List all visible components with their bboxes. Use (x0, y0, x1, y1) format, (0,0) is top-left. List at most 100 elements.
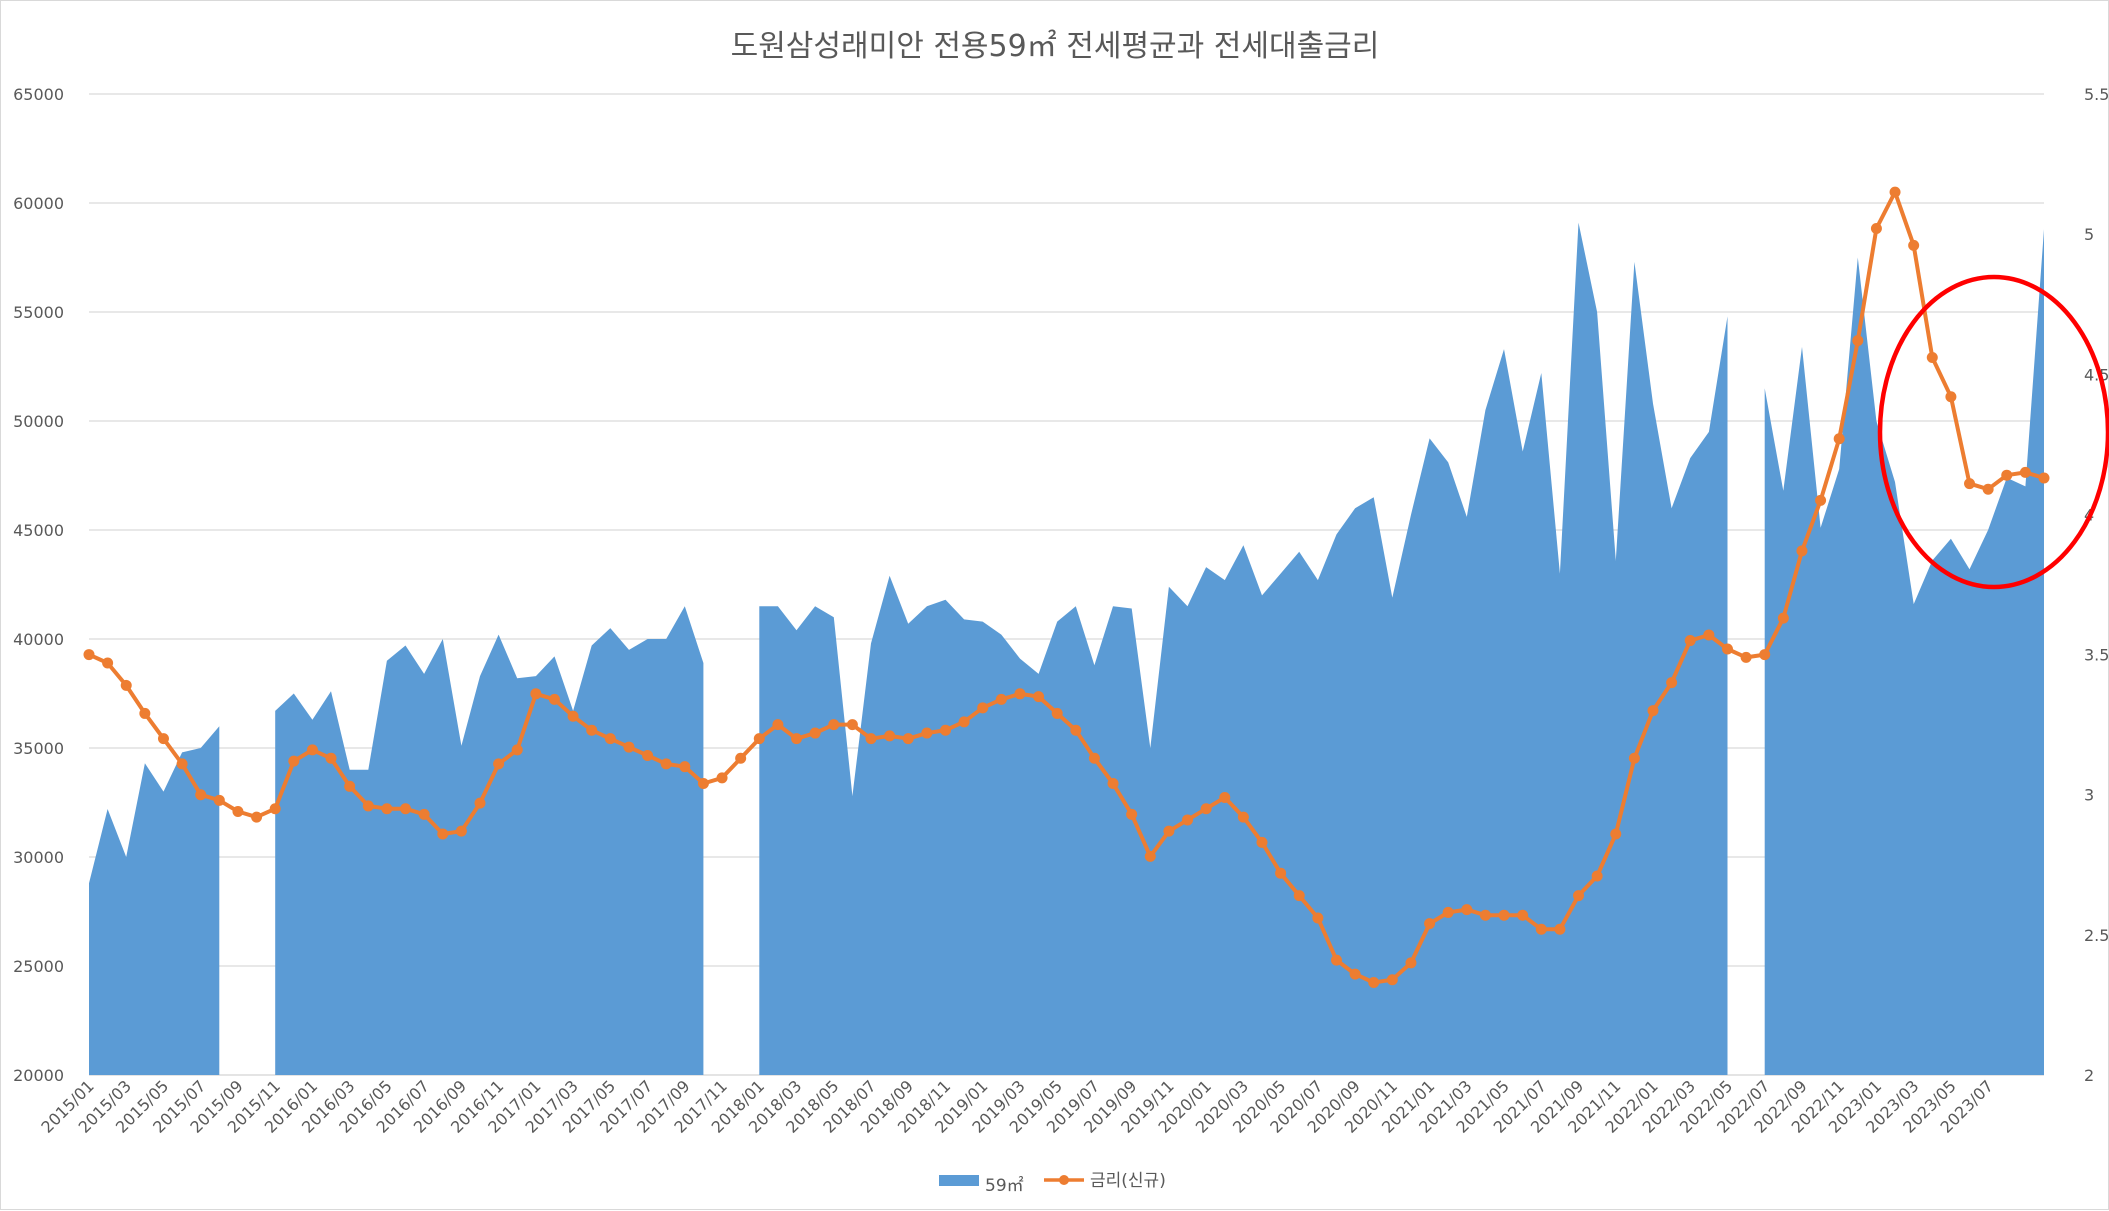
rate-point (1796, 545, 1808, 557)
rate-point (1014, 688, 1026, 700)
rate-point (1088, 752, 1100, 764)
rate-point (1033, 691, 1045, 703)
rate-point (1051, 707, 1063, 719)
rate-point (772, 719, 784, 731)
rate-point (1312, 912, 1324, 924)
rate-line (88, 190, 2045, 985)
rate-point (1554, 923, 1566, 935)
left-tick-label: 60000 (13, 194, 64, 213)
rate-point (753, 733, 765, 745)
rate-point (939, 724, 951, 736)
left-axis-ticks: 20000 25000 30000 35000 40000 45000 50000 55000… (13, 85, 64, 1085)
left-tick-label: 45000 (13, 521, 64, 540)
rate-point (809, 727, 821, 739)
rate-point (679, 761, 691, 773)
rate-point (139, 707, 151, 719)
left-tick-label: 30000 (13, 848, 64, 867)
rate-point (176, 758, 188, 770)
right-tick-label: 2 (2084, 1066, 2094, 1085)
rate-point (1852, 335, 1864, 347)
rate-point (1479, 909, 1491, 921)
rate-point (642, 749, 654, 761)
rate-point (195, 789, 207, 801)
legend-label-area: 59㎡ (985, 1176, 1024, 1196)
rate-point (995, 693, 1007, 705)
rate-point (306, 744, 318, 756)
left-tick-label: 25000 (13, 957, 64, 976)
rate-point (660, 758, 672, 770)
rate-point (1330, 954, 1342, 966)
rate-point (232, 806, 244, 818)
rate-point (884, 730, 896, 742)
rate-point (83, 649, 95, 661)
right-tick-label: 2.5 (2084, 926, 2109, 945)
rate-point (325, 752, 337, 764)
rate-point (1442, 906, 1454, 918)
rate-point (1647, 705, 1659, 717)
legend-label-line: 금리(신규) (1090, 1171, 1166, 1191)
rate-point (1703, 629, 1715, 641)
rate-point (846, 719, 858, 731)
rate-point (865, 733, 877, 745)
rate-point (2001, 469, 2013, 481)
rate-point (1889, 186, 1901, 198)
left-tick-label: 20000 (13, 1066, 64, 1085)
rate-point (921, 727, 933, 739)
rate-point (1424, 918, 1436, 930)
rate-point (344, 780, 356, 792)
rate-point (400, 803, 412, 815)
rate-point (958, 716, 970, 728)
rate-point (493, 758, 505, 770)
rate-point (1573, 890, 1585, 902)
rate-point (1405, 957, 1417, 969)
rate-point (1833, 433, 1845, 445)
rate-point (1182, 814, 1194, 826)
rate-point (530, 688, 542, 700)
rate-point (251, 811, 263, 823)
rate-point (1591, 870, 1603, 882)
rate-point (1740, 651, 1752, 663)
rate-point (1126, 808, 1138, 820)
rate-point (157, 733, 169, 745)
right-tick-label: 5 (2084, 225, 2094, 244)
rate-point (1386, 974, 1398, 986)
rate-point (2019, 466, 2031, 478)
rate-point (1684, 635, 1696, 647)
rate-point (1610, 828, 1622, 840)
rate-point (1815, 494, 1827, 506)
rate-point (716, 772, 728, 784)
rate-point (567, 710, 579, 722)
rate-point (1535, 923, 1547, 935)
rate-point (1777, 612, 1789, 624)
rate-point (362, 800, 374, 812)
rate-point (1517, 909, 1529, 921)
rate-point (1982, 483, 1994, 495)
left-tick-label: 40000 (13, 630, 64, 649)
rate-point (1964, 478, 1976, 490)
rate-point (269, 803, 281, 815)
chart-title: 도원삼성래미안 전용59㎡ 전세평균과 전세대출금리 (731, 29, 1380, 64)
right-tick-label: 5.5 (2084, 85, 2109, 104)
right-tick-label: 3 (2084, 786, 2094, 805)
x-axis-ticks: 2015/012015/032015/052015/072015/092015/… (37, 1076, 1997, 1136)
rate-point (828, 719, 840, 731)
rate-point (455, 825, 467, 837)
rate-point (418, 808, 430, 820)
rate-point (213, 794, 225, 806)
rate-point (474, 797, 486, 809)
area-segment (275, 606, 704, 1075)
rate-point (437, 828, 449, 840)
area-series-59 (89, 222, 2044, 1076)
rate-point (511, 744, 523, 756)
rate-point (102, 657, 114, 669)
rate-point (381, 803, 393, 815)
highlight-ellipse (1877, 274, 2109, 590)
rate-point (1219, 792, 1231, 804)
rate-point (1349, 968, 1361, 980)
rate-point (1759, 649, 1771, 661)
rate-point (1368, 977, 1380, 989)
right-axis-ticks: 22.533.544.555.5 (2084, 85, 2109, 1085)
highlight-ellipse-shape (1877, 274, 2109, 590)
legend-swatch-area (939, 1175, 979, 1186)
